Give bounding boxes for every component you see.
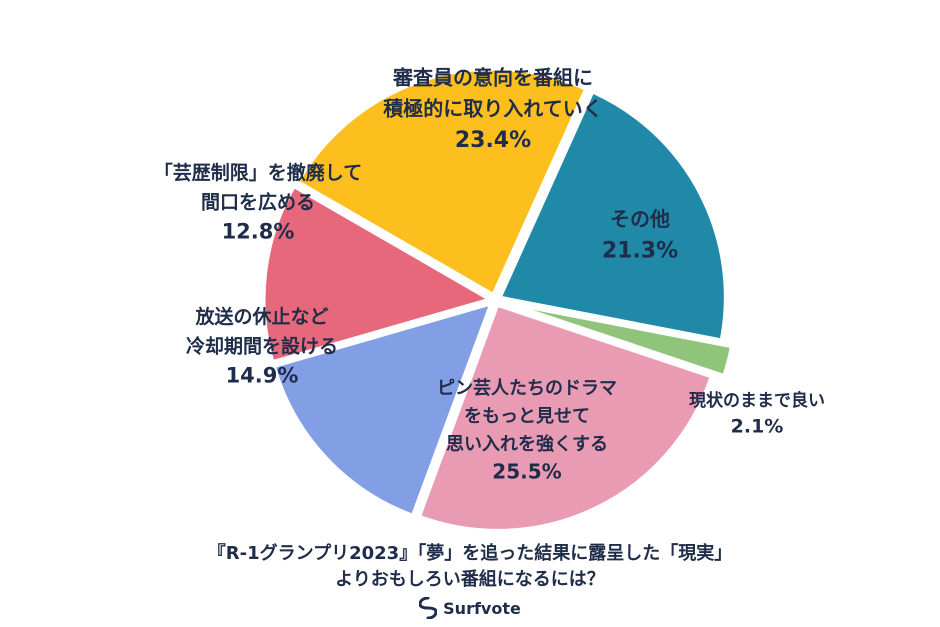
pie-slice-3 <box>417 303 713 532</box>
slice-label-5-line-0: 「芸歴制限」を撤廃して <box>154 161 362 184</box>
pie-slice-0 <box>296 67 588 297</box>
slice-value-5: 12.8% <box>222 219 295 243</box>
slice-label-5-line-1: 間口を広める <box>201 191 315 214</box>
slice-label-3-line-0: ピン芸人たちのドラマ <box>437 377 617 399</box>
pie-slice-1 <box>498 90 727 342</box>
slice-label-4-line-0: 放送の休止など <box>194 305 328 328</box>
slice-value-1: 21.3% <box>602 239 678 264</box>
chart-title-line-2: よりおもしろい番組になるには？ <box>335 569 605 590</box>
slice-label-3-line-2: 思い入れを強くする <box>446 433 608 455</box>
pie-slice-4 <box>272 301 494 518</box>
slice-value-2: 2.1% <box>731 416 784 438</box>
brand: Surfvote <box>0 597 940 619</box>
slice-label-2-line-0: 現状のままで良い <box>689 390 825 411</box>
slice-label-0-line-0: 審査員の意向を番組に <box>392 66 593 90</box>
pie-slices <box>262 67 734 532</box>
slice-value-4: 14.9% <box>226 363 299 387</box>
chart-title-line-1: 『R-1グランプリ2023』「夢」を追った結果に露呈した「現実」 <box>207 543 733 564</box>
pie-slice-5 <box>262 184 493 364</box>
brand-name: Surfvote <box>443 598 521 618</box>
slice-label-4-line-1: 冷却期間を設ける <box>186 335 338 358</box>
slice-label-0-line-1: 積極的に取り入れていく <box>383 97 602 121</box>
slice-value-0: 23.4% <box>455 128 531 153</box>
surfvote-logo-icon <box>419 597 438 619</box>
slice-label-1-line-0: その他 <box>610 207 670 231</box>
slice-value-3: 25.5% <box>492 459 561 483</box>
slice-label-3-line-1: をもっと見せて <box>464 406 590 427</box>
pie-slice-2 <box>510 302 734 378</box>
